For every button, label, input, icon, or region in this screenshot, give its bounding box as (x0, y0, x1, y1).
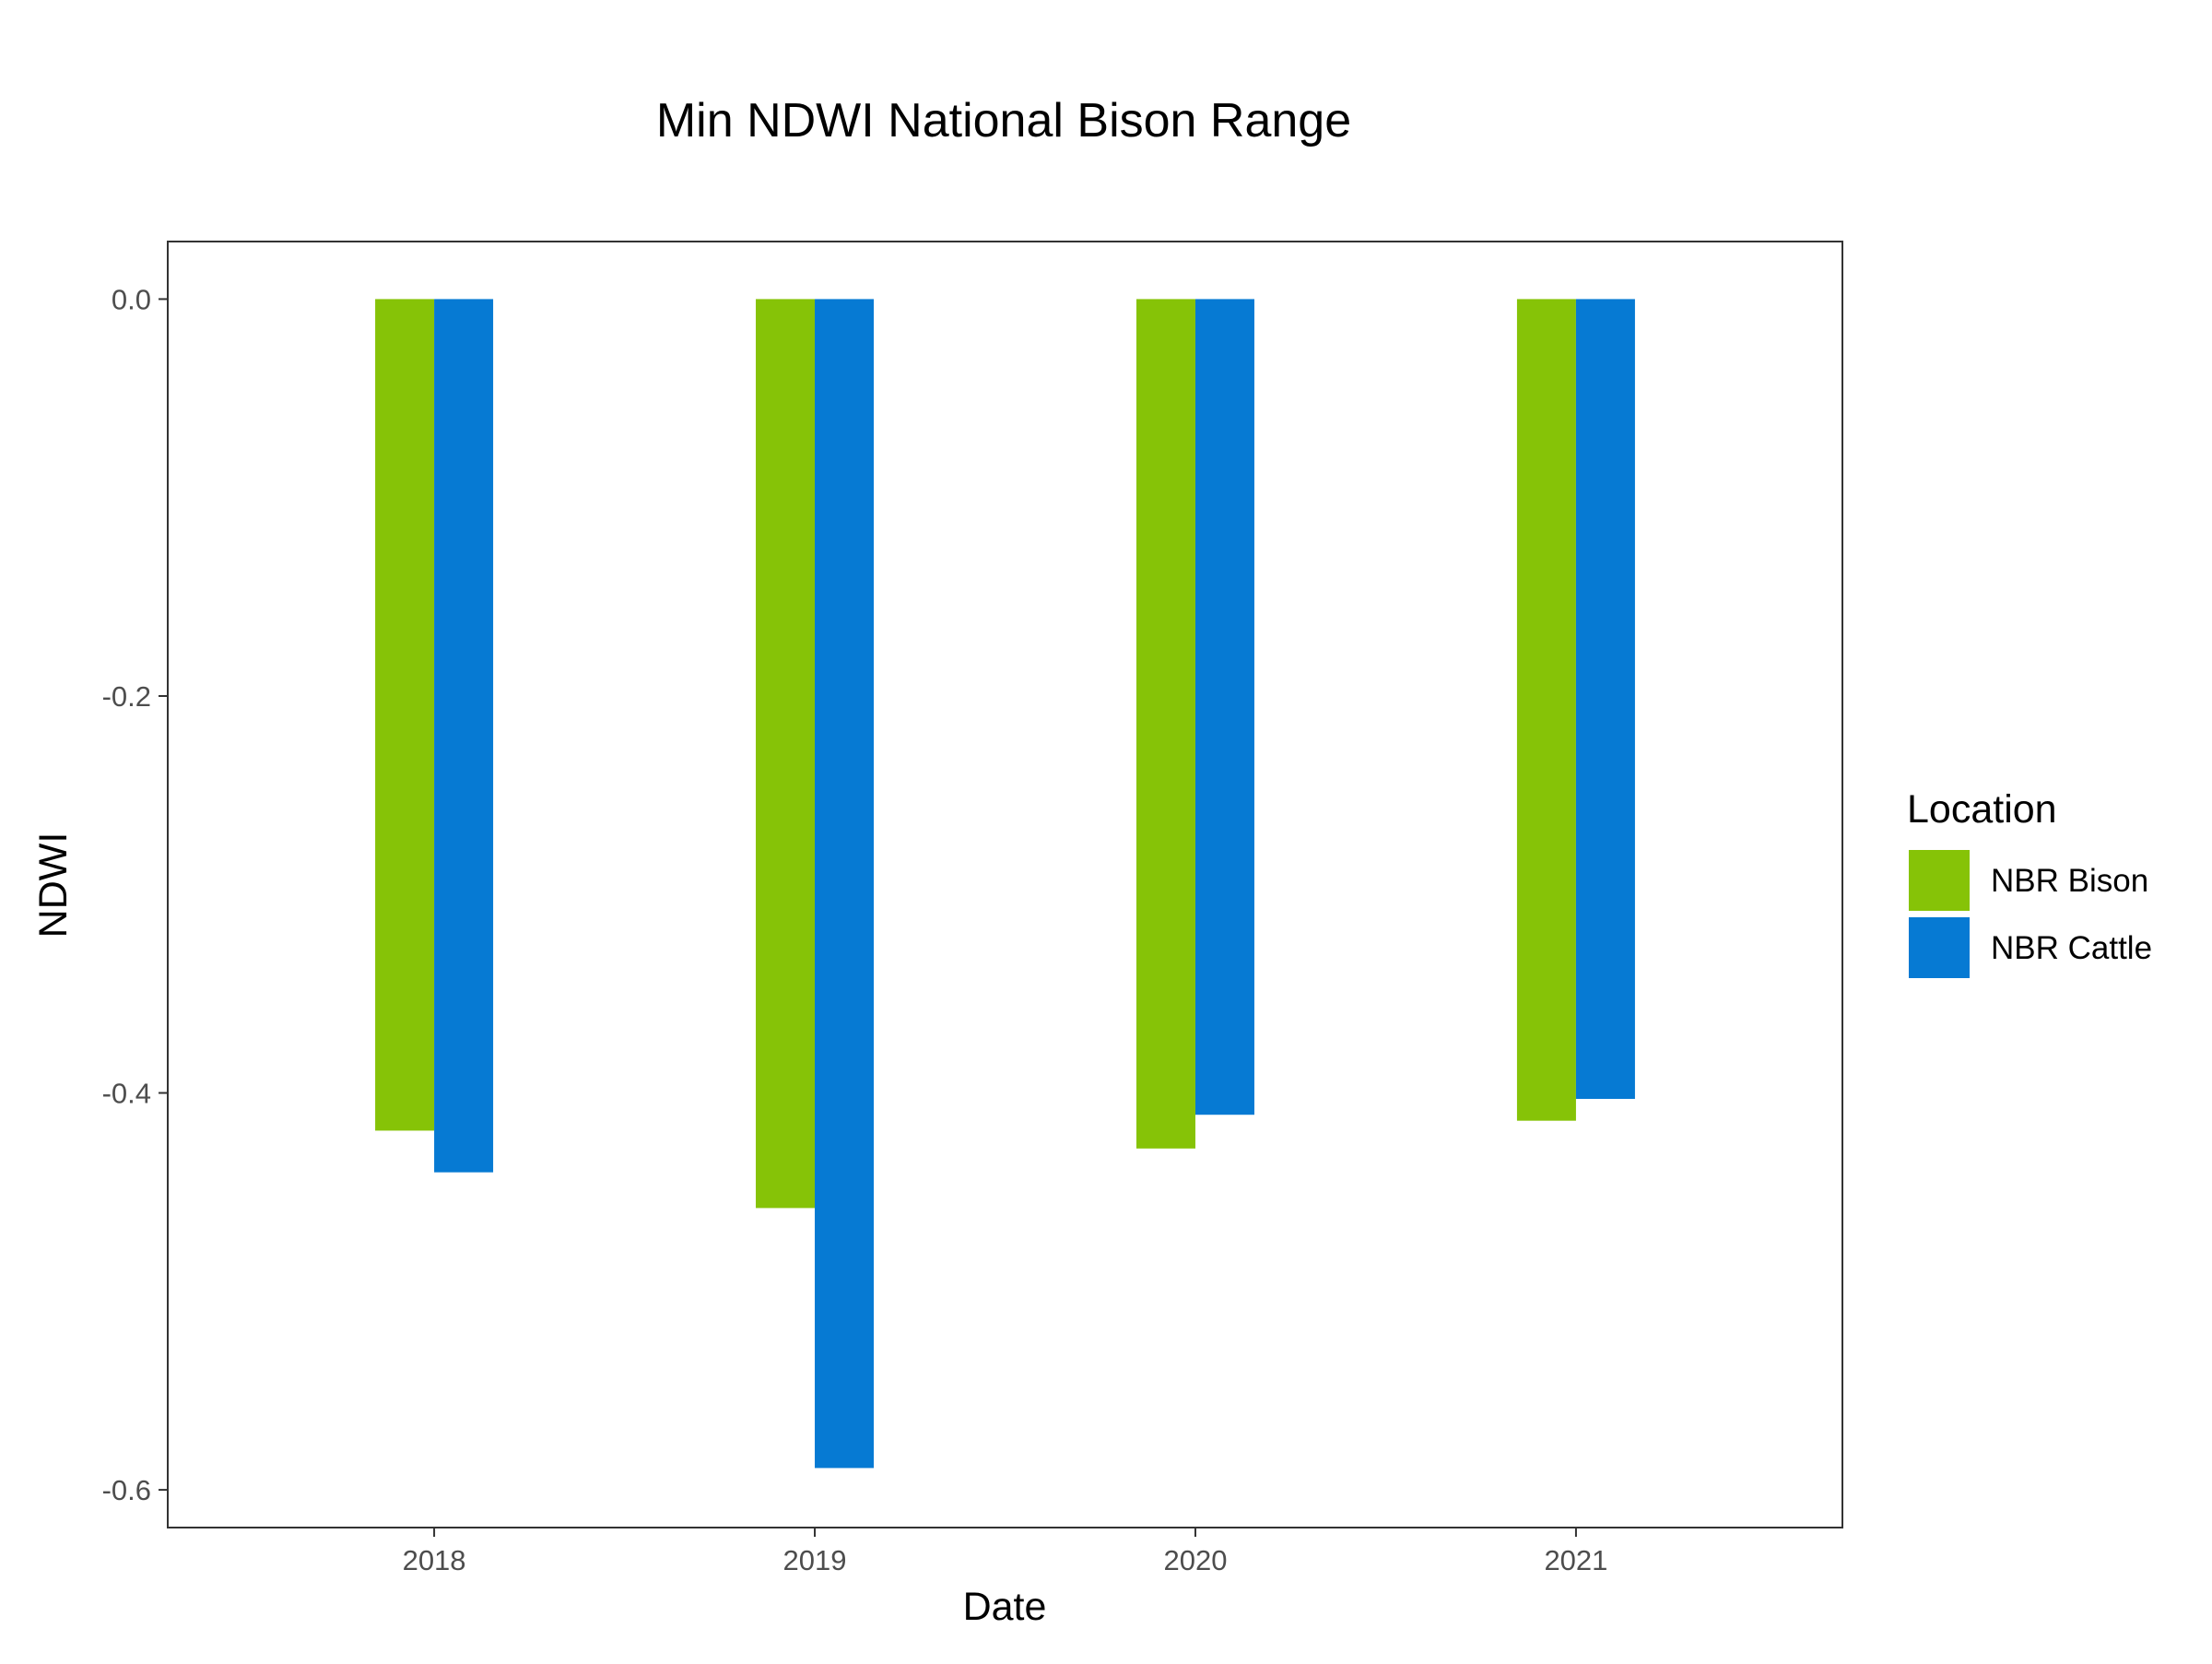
x-tick-label: 2018 (403, 1544, 466, 1576)
y-axis-label: NDWI (31, 832, 76, 938)
legend-label-nbr-cattle: NBR Cattle (1991, 930, 2152, 966)
bar-nbr-cattle-2021 (1575, 299, 1635, 1099)
bar-nbr-bison-2018 (375, 299, 435, 1131)
y-tick-label: -0.6 (102, 1474, 151, 1506)
legend-label-nbr-bison: NBR Bison (1991, 863, 2148, 899)
bar-nbr-bison-2021 (1516, 299, 1576, 1121)
legend-items: NBR Bison NBR Cattle (1909, 850, 2152, 978)
legend-swatch-nbr-cattle (1909, 917, 1970, 978)
legend: Location NBR Bison NBR Cattle (1907, 787, 2152, 978)
bars-layer (375, 299, 1635, 1469)
x-axis-label: Date (963, 1585, 1047, 1629)
legend-title: Location (1907, 787, 2057, 832)
plot-panel-border (167, 241, 1843, 1528)
legend-swatch-nbr-bison (1909, 850, 1970, 911)
y-tick-label: -0.4 (102, 1078, 151, 1110)
bar-nbr-cattle-2020 (1194, 299, 1254, 1115)
x-tick-label: 2021 (1544, 1544, 1607, 1576)
bar-nbr-bison-2020 (1135, 299, 1195, 1149)
y-tick-label: -0.2 (102, 680, 151, 713)
chart-title: Min NDWI National Bison Range (656, 94, 1351, 148)
x-axis: 2018 2019 2020 2021 (403, 1528, 1607, 1576)
x-tick-label: 2019 (783, 1544, 847, 1576)
x-tick-label: 2020 (1163, 1544, 1227, 1576)
y-axis: 0.0 -0.2 -0.4 -0.6 (102, 283, 168, 1506)
y-tick-label: 0.0 (112, 283, 151, 315)
bar-nbr-cattle-2018 (434, 299, 494, 1173)
bar-nbr-cattle-2019 (815, 299, 875, 1469)
bar-nbr-bison-2019 (756, 299, 816, 1209)
